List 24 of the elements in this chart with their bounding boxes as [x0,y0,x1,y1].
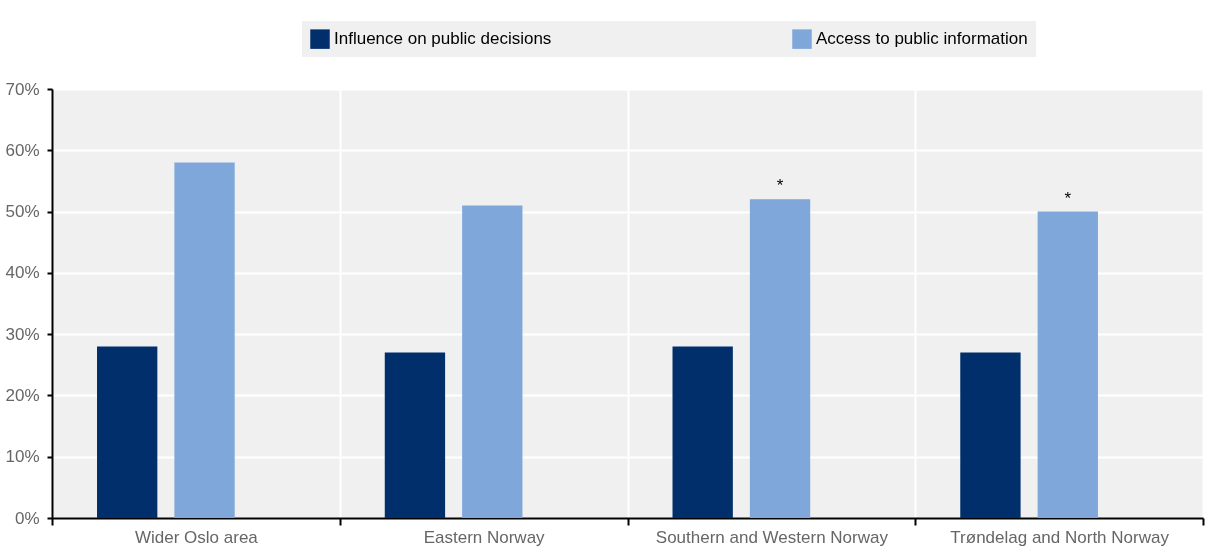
legend-label: Influence on public decisions [334,29,552,49]
legend-label: Access to public information [816,29,1028,49]
bar [1037,211,1098,518]
y-tick-label: 50% [5,202,40,222]
x-tick-label: Southern and Western Norway [655,527,889,547]
bar [384,352,446,518]
y-tick-label: 40% [5,263,40,283]
x-tick-label: Wider Oslo area [134,527,259,547]
bar [749,199,811,518]
y-tick-label: 20% [5,385,40,405]
bar [960,352,1021,518]
x-tick-label: Trøndelag and North Norway [950,527,1170,547]
y-tick-label: 10% [5,447,40,467]
y-tick-label: 30% [5,324,40,344]
bar [97,346,158,518]
bar [174,162,235,518]
y-tick-label: 60% [5,140,40,160]
y-tick-label: 0% [14,508,40,528]
x-tick-label: Eastern Norway [423,527,546,547]
annotation: * [776,176,784,196]
y-tick-label: 70% [5,79,40,99]
bar [672,346,733,518]
bar [462,205,523,518]
annotation: * [1064,188,1072,208]
